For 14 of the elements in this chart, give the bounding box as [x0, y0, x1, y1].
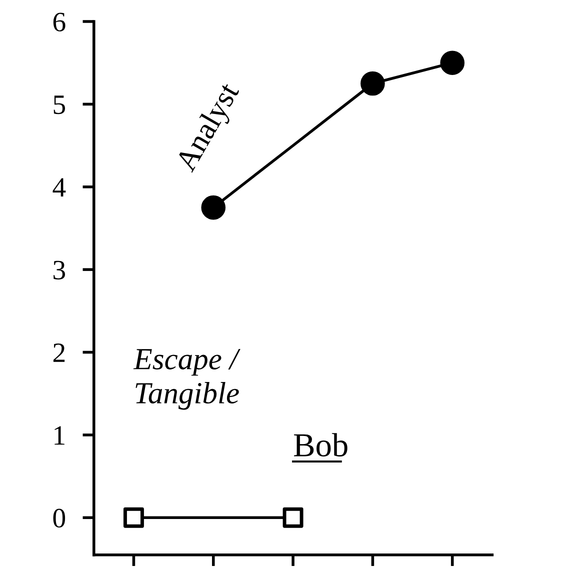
- legend-label: Escape / Tangible: [133, 349, 240, 410]
- y-tick-label: 4: [52, 178, 66, 197]
- y-tick-label: 6: [53, 12, 66, 32]
- text: Bob: [294, 433, 348, 457]
- y-tick-label: 0: [53, 508, 66, 528]
- point: [282, 507, 304, 528]
- y-tick-label: 2: [53, 344, 65, 362]
- point: [123, 507, 144, 528]
- y-tick-label: 5: [54, 96, 66, 114]
- point: [360, 71, 385, 96]
- point: [201, 195, 226, 220]
- point: [440, 50, 465, 75]
- y-tick-label: 1: [54, 426, 64, 445]
- y-tick-label: 3: [54, 260, 66, 280]
